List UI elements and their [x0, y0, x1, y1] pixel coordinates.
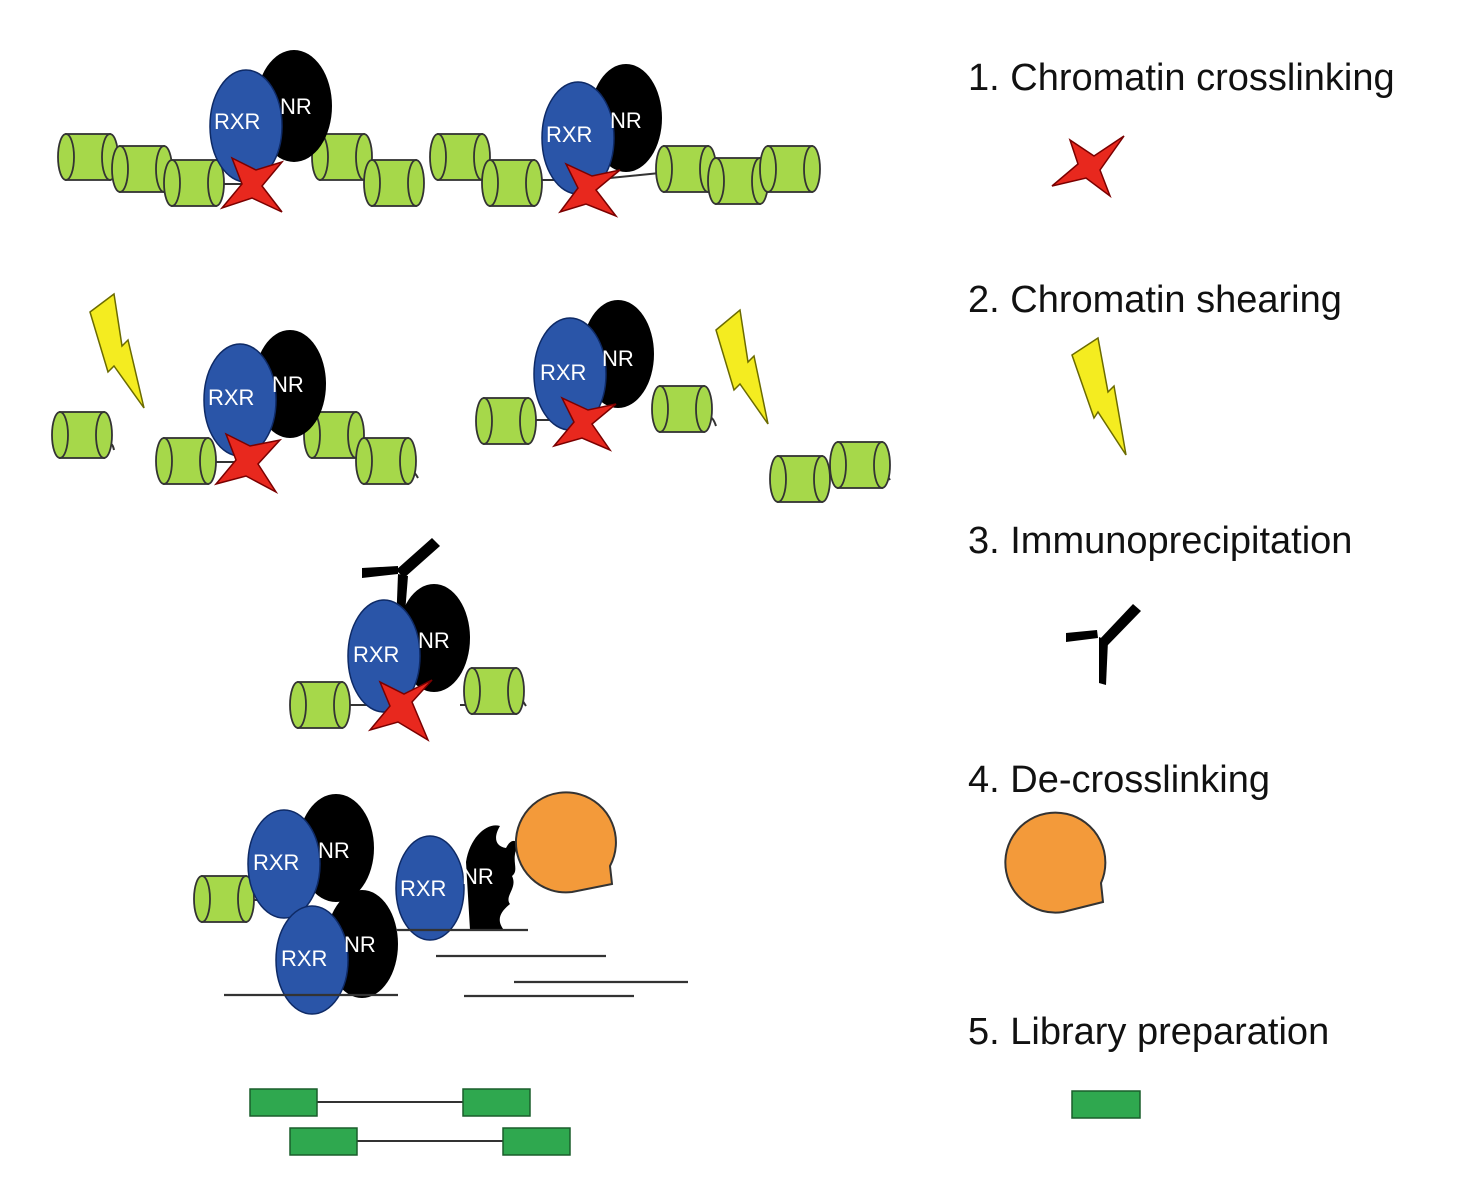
nucleosome [193, 875, 255, 923]
released-dna-fragments [224, 928, 688, 998]
nucleosome [759, 145, 821, 193]
nucleosome [655, 145, 717, 193]
step-2-label: 2. Chromatin shearing [968, 279, 1342, 321]
lightning-bolt-icon [1071, 336, 1127, 456]
step-1-label: 1. Chromatin crosslinking [968, 57, 1395, 99]
crosslinker-star-icon [1051, 135, 1125, 199]
nucleosome [475, 397, 537, 445]
nr-label: NR [318, 838, 350, 863]
adapter-block [289, 1127, 358, 1156]
nr-label: NR [272, 372, 304, 397]
sheared-chromatin: RXR NR RXR NR [51, 292, 891, 503]
nr-protein-digested [466, 825, 518, 930]
adapter-block [462, 1088, 531, 1117]
nucleosome [363, 159, 425, 207]
nucleosome [829, 441, 891, 489]
crosslinker-star [551, 396, 617, 452]
adapter-block-icon [1071, 1090, 1141, 1119]
nr-label: NR [602, 346, 634, 371]
rxr-label: RXR [400, 876, 446, 901]
rxr-label: RXR [281, 946, 327, 971]
nucleosome [289, 681, 351, 729]
rxr-label: RXR [208, 385, 254, 410]
nr-label: NR [462, 864, 494, 889]
sequencing-library [249, 1088, 571, 1156]
nr-label: NR [610, 108, 642, 133]
rxr-protein [347, 599, 421, 713]
nr-label: NR [344, 932, 376, 957]
rxr-protein [247, 809, 321, 919]
rxr-label: RXR [546, 122, 592, 147]
adapter-block [502, 1127, 571, 1156]
nucleosome [481, 159, 543, 207]
proteinase-pacman [514, 791, 617, 894]
nucleosome [769, 455, 831, 503]
step-4-label: 4. De-crosslinking [968, 759, 1270, 801]
nr-label: NR [418, 628, 450, 653]
nucleosome [57, 133, 119, 181]
crosslinker-star [558, 162, 621, 218]
nr-label: NR [280, 94, 312, 119]
nucleosome [51, 411, 113, 459]
lightning-bolt [89, 292, 145, 409]
step-3-label: 3. Immunoprecipitation [968, 520, 1352, 562]
crosslinked-chromatin: RXR NR RXR NR [57, 50, 821, 218]
de-crosslinking-scene: RXR NR RXR NR RXR NR [193, 791, 688, 1015]
nucleosome [707, 157, 769, 205]
crosslinker-star [213, 432, 283, 495]
rxr-protein [395, 835, 465, 941]
nucleosome [111, 145, 173, 193]
step-5-label: 5. Library preparation [968, 1011, 1329, 1053]
lightning-bolt [715, 308, 769, 425]
immunoprecipitated-complex: RXR NR [289, 538, 527, 742]
rxr-label: RXR [540, 360, 586, 385]
nucleosome [155, 437, 217, 485]
nucleosome [303, 411, 365, 459]
nucleosome [651, 385, 713, 433]
crosslinker-star [219, 156, 285, 213]
nucleosome [429, 133, 491, 181]
rxr-label: RXR [353, 642, 399, 667]
nucleosome [463, 667, 525, 715]
crosslinker-star [367, 679, 433, 742]
nucleosome [163, 159, 225, 207]
nucleosome [355, 437, 417, 485]
rxr-label: RXR [214, 109, 260, 134]
adapter-block [249, 1088, 318, 1117]
proteinase-pacman-icon [1004, 811, 1107, 914]
antibody-icon [1066, 604, 1141, 685]
rxr-label: RXR [253, 850, 299, 875]
rxr-protein [275, 905, 349, 1015]
